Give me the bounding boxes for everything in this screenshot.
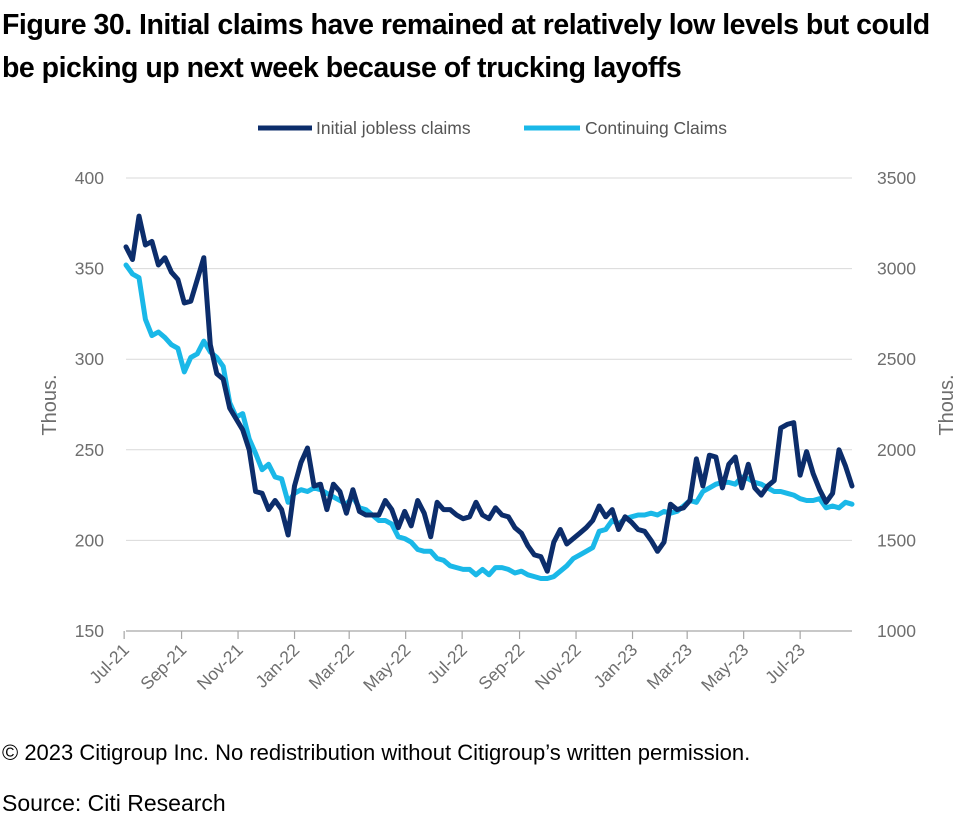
right-axis-ticks: 1000 1500 2000 2500 3000 3500 xyxy=(877,168,916,641)
x-axis: Jul-21 Sep-21 Nov-21 Jan-22 Mar-22 May-22 Jul-… xyxy=(85,630,852,695)
right-tick-label: 3500 xyxy=(877,168,916,188)
legend-label-initial: Initial jobless claims xyxy=(316,118,471,138)
x-tick-label: Jan-23 xyxy=(589,640,641,692)
x-tick-label: May-22 xyxy=(359,640,414,695)
left-tick-label: 150 xyxy=(75,621,104,641)
legend: Initial jobless claims Continuing Claims xyxy=(258,118,727,138)
chart-title: Figure 30. Initial claims have remained … xyxy=(2,9,930,84)
right-tick-label: 1500 xyxy=(877,530,916,550)
right-tick-label: 2500 xyxy=(877,349,916,369)
right-axis-title: Thous. xyxy=(936,374,958,435)
left-tick-label: 200 xyxy=(75,530,104,550)
x-tick-label: Jul-22 xyxy=(423,640,471,688)
x-tick-label: Nov-21 xyxy=(193,640,247,694)
right-tick-label: 2000 xyxy=(877,440,916,460)
x-tick-label: Jul-21 xyxy=(85,640,133,688)
left-axis-ticks: 150 200 250 300 350 400 xyxy=(75,168,104,641)
x-tick-label: May-23 xyxy=(697,640,752,695)
series-lines xyxy=(123,213,855,581)
right-tick-label: 1000 xyxy=(877,621,916,641)
left-tick-label: 250 xyxy=(75,440,104,460)
source-note: Source: Citi Research xyxy=(2,790,226,816)
series-line-continuing-claims xyxy=(123,262,855,581)
x-tick-label: Nov-22 xyxy=(531,640,585,694)
x-tick-label: Sep-21 xyxy=(136,640,190,694)
right-tick-label: 3000 xyxy=(877,259,916,279)
left-axis-title: Thous. xyxy=(39,374,61,435)
left-tick-label: 350 xyxy=(75,259,104,279)
gridlines xyxy=(126,177,852,541)
left-tick-label: 300 xyxy=(75,349,104,369)
legend-label-continuing: Continuing Claims xyxy=(585,118,727,138)
left-tick-label: 400 xyxy=(75,168,104,188)
x-tick-label: Jul-23 xyxy=(761,640,809,688)
series-line-initial-claims xyxy=(123,213,855,574)
x-tick-label: Sep-22 xyxy=(474,640,528,694)
copyright-notice: © 2023 Citigroup Inc. No redistribution … xyxy=(2,740,751,765)
x-tick-label: Mar-22 xyxy=(305,640,358,693)
x-tick-label: Jan-22 xyxy=(251,640,303,692)
x-tick-label: Mar-23 xyxy=(643,640,696,693)
